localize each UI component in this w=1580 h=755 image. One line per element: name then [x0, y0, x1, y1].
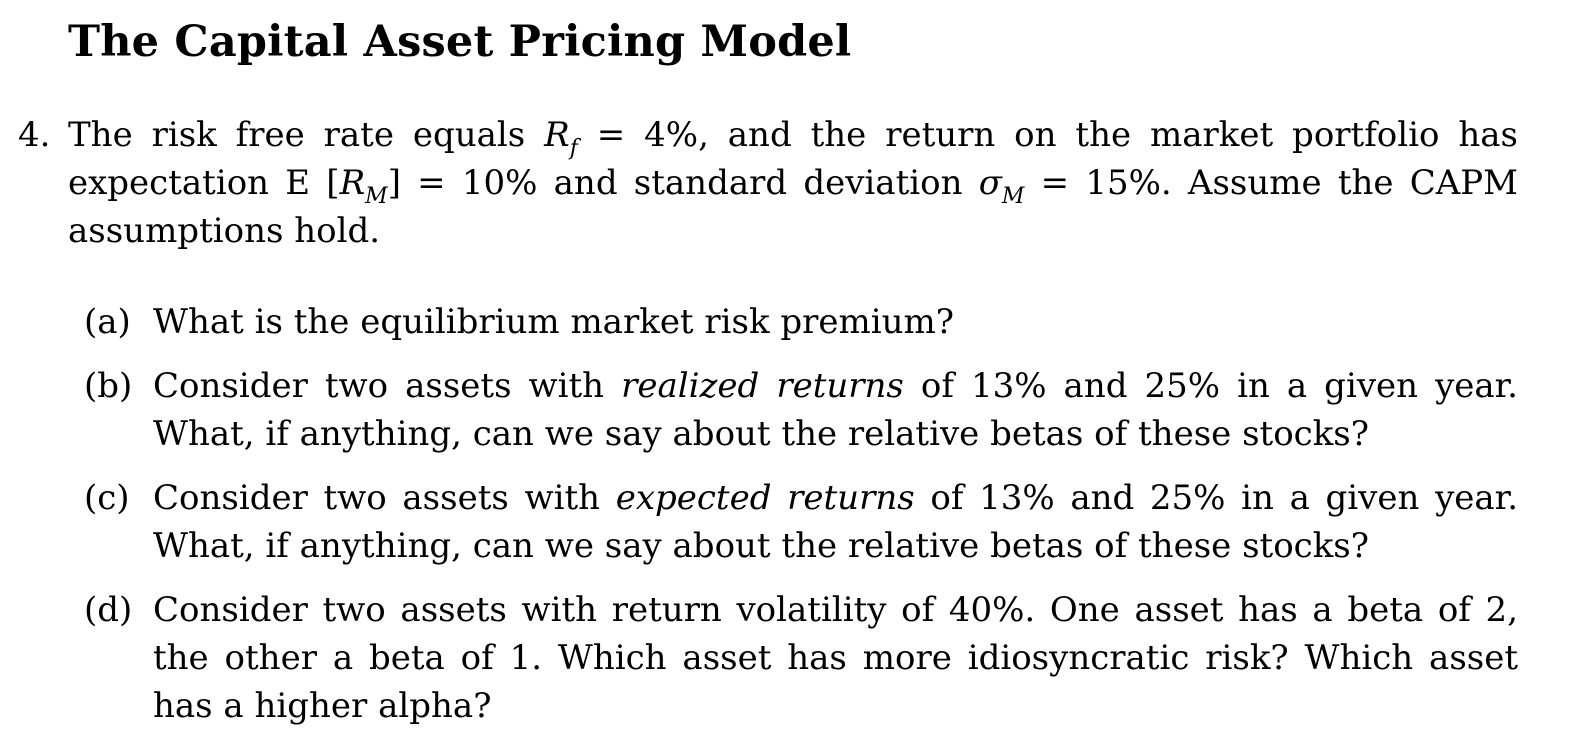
part-a: (a) What is the equilibrium market risk …	[84, 298, 1518, 346]
problem-intro-3: ] = 10% and standard deviation	[387, 163, 979, 203]
sigma-subscript: M	[1001, 184, 1025, 209]
rm-subscript: M	[365, 184, 388, 209]
part-c-text: Consider two assets with expected return…	[153, 474, 1518, 570]
part-d-text: Consider two assets with return volatili…	[153, 590, 1518, 726]
part-c-label: (c)	[84, 478, 130, 518]
problem-number: 4.	[18, 115, 51, 155]
part-d-label: (d)	[84, 590, 133, 630]
problem-statement: The risk free rate equals Rf = 4%, and t…	[68, 111, 1518, 255]
part-a-text: What is the equilibrium market risk prem…	[153, 302, 955, 342]
part-b-text: Consider two assets with realized return…	[153, 362, 1518, 458]
section-title: The Capital Asset Pricing Model	[68, 17, 852, 67]
part-a-label: (a)	[84, 302, 131, 342]
part-d: (d) Consider two assets with return vola…	[84, 586, 1518, 730]
problem-parts: (a) What is the equilibrium market risk …	[84, 298, 1518, 746]
sigma-symbol: σ	[978, 163, 1002, 203]
part-b-label: (b)	[84, 366, 133, 406]
problem-intro-4: = 15%. Assume the CAPM assumptions hold.	[68, 163, 1518, 251]
part-c: (c) Consider two assets with expected re…	[84, 474, 1518, 570]
part-b: (b) Consider two assets with realized re…	[84, 362, 1518, 458]
problem-intro-1: The risk free rate equals	[68, 115, 545, 155]
part-b-text-2: of 13% and 25% in a given year. What, if…	[153, 366, 1518, 454]
rf-subscript: f	[569, 136, 578, 161]
part-c-emphasis: expected returns	[615, 478, 915, 518]
rf-symbol: R	[544, 115, 570, 155]
rm-symbol: R	[339, 163, 366, 203]
part-b-emphasis: realized returns	[621, 366, 904, 406]
part-c-text-1: Consider two assets with	[153, 478, 616, 518]
part-b-text-1: Consider two assets with	[153, 366, 622, 406]
part-c-text-2: of 13% and 25% in a given year. What, if…	[153, 478, 1519, 566]
problem-4: 4. The risk free rate equals Rf = 4%, an…	[18, 111, 1518, 255]
problem-intro-2: = 4%, and the return on the market portf…	[68, 115, 1518, 203]
